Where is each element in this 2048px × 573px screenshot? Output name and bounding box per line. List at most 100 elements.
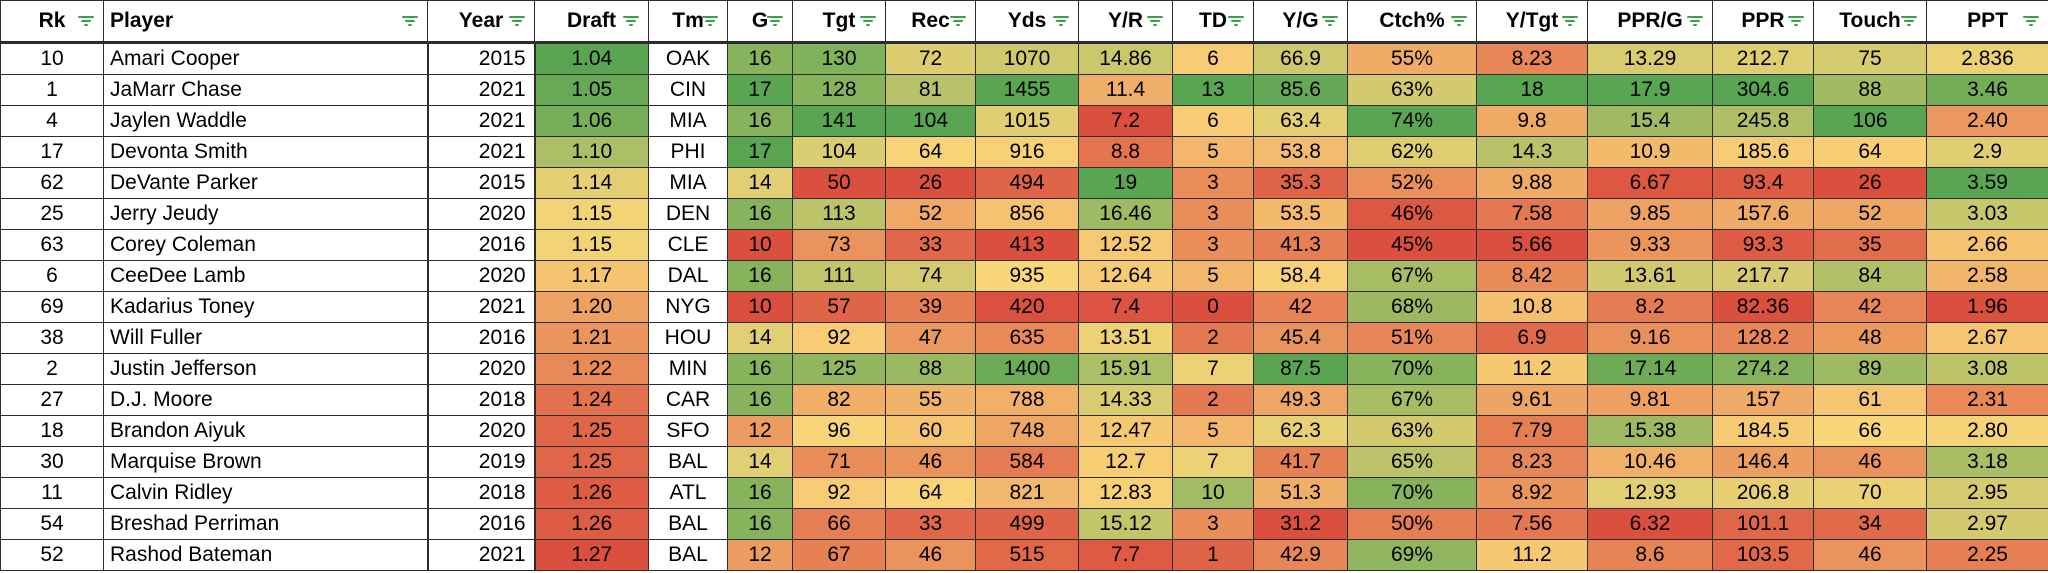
filter-icon[interactable] <box>949 14 967 28</box>
column-header-tm[interactable]: Tm <box>648 0 728 44</box>
cell-rk[interactable]: 52 <box>0 539 104 571</box>
cell-ppr[interactable]: 157.6 <box>1712 198 1814 230</box>
cell-g[interactable]: 16 <box>727 353 793 385</box>
cell-year[interactable]: 2019 <box>427 446 536 478</box>
cell-ppt[interactable]: 2.80 <box>1926 415 2048 447</box>
cell-yr[interactable]: 15.12 <box>1078 508 1173 540</box>
cell-g[interactable]: 10 <box>727 291 793 323</box>
cell-td[interactable]: 0 <box>1172 291 1254 323</box>
cell-ppr[interactable]: 185.6 <box>1712 136 1814 168</box>
cell-pprg[interactable]: 9.16 <box>1587 322 1713 354</box>
cell-ctch[interactable]: 63% <box>1347 74 1477 106</box>
cell-pprg[interactable]: 8.2 <box>1587 291 1713 323</box>
cell-rec[interactable]: 88 <box>885 353 976 385</box>
cell-ctch[interactable]: 70% <box>1347 353 1477 385</box>
cell-ytgt[interactable]: 14.3 <box>1476 136 1588 168</box>
cell-year[interactable]: 2016 <box>427 322 536 354</box>
table-row[interactable]: 18 Brandon Aiyuk 2020 1.25 SFO 12 96 60 748 12.47… <box>0 415 2048 447</box>
cell-td[interactable]: 6 <box>1172 105 1254 137</box>
cell-ppt[interactable]: 2.9 <box>1926 136 2048 168</box>
cell-yg[interactable]: 42 <box>1253 291 1348 323</box>
cell-pprg[interactable]: 17.9 <box>1587 74 1713 106</box>
cell-rk[interactable]: 38 <box>0 322 104 354</box>
table-row[interactable]: 11 Calvin Ridley 2018 1.26 ATL 16 92 64 821 12.83… <box>0 477 2048 509</box>
cell-player[interactable]: Justin Jefferson <box>103 353 429 385</box>
cell-draft[interactable]: 1.26 <box>534 477 649 509</box>
cell-ppt[interactable]: 2.95 <box>1926 477 2048 509</box>
cell-ppr[interactable]: 304.6 <box>1712 74 1814 106</box>
cell-yg[interactable]: 31.2 <box>1253 508 1348 540</box>
table-row[interactable]: 27 D.J. Moore 2018 1.24 CAR 16 82 55 788 14.33 2 49… <box>0 384 2048 416</box>
cell-pprg[interactable]: 10.46 <box>1587 446 1713 478</box>
cell-year[interactable]: 2021 <box>427 74 536 106</box>
column-header-touch[interactable]: Touch <box>1813 0 1927 44</box>
cell-player[interactable]: Corey Coleman <box>103 229 429 261</box>
cell-rec[interactable]: 81 <box>885 74 976 106</box>
cell-ctch[interactable]: 68% <box>1347 291 1477 323</box>
cell-ppt[interactable]: 3.18 <box>1926 446 2048 478</box>
cell-td[interactable]: 3 <box>1172 508 1254 540</box>
column-header-rec[interactable]: Rec <box>885 0 976 44</box>
cell-rk[interactable]: 18 <box>0 415 104 447</box>
cell-yg[interactable]: 42.9 <box>1253 539 1348 571</box>
cell-year[interactable]: 2016 <box>427 229 536 261</box>
table-row[interactable]: 17 Devonta Smith 2021 1.10 PHI 17 104 64 916 8.8 5… <box>0 136 2048 168</box>
cell-touch[interactable]: 46 <box>1813 446 1927 478</box>
cell-rk[interactable]: 2 <box>0 353 104 385</box>
cell-ytgt[interactable]: 8.23 <box>1476 41 1588 75</box>
cell-year[interactable]: 2020 <box>427 198 536 230</box>
cell-touch[interactable]: 61 <box>1813 384 1927 416</box>
cell-rec[interactable]: 55 <box>885 384 976 416</box>
cell-yds[interactable]: 1455 <box>975 74 1079 106</box>
cell-tgt[interactable]: 92 <box>792 322 886 354</box>
cell-draft[interactable]: 1.25 <box>534 415 649 447</box>
cell-tgt[interactable]: 73 <box>792 229 886 261</box>
cell-ppr[interactable]: 146.4 <box>1712 446 1814 478</box>
cell-yr[interactable]: 12.7 <box>1078 446 1173 478</box>
cell-td[interactable]: 5 <box>1172 136 1254 168</box>
cell-touch[interactable]: 48 <box>1813 322 1927 354</box>
cell-yg[interactable]: 58.4 <box>1253 260 1348 292</box>
cell-rec[interactable]: 26 <box>885 167 976 199</box>
cell-rk[interactable]: 17 <box>0 136 104 168</box>
cell-touch[interactable]: 75 <box>1813 41 1927 75</box>
cell-rk[interactable]: 11 <box>0 477 104 509</box>
filter-icon[interactable] <box>401 14 419 28</box>
cell-yds[interactable]: 1070 <box>975 41 1079 75</box>
cell-touch[interactable]: 26 <box>1813 167 1927 199</box>
cell-draft[interactable]: 1.17 <box>534 260 649 292</box>
cell-player[interactable]: Amari Cooper <box>103 41 429 75</box>
cell-yds[interactable]: 916 <box>975 136 1079 168</box>
column-header-yr[interactable]: Y/R <box>1078 0 1173 44</box>
cell-ctch[interactable]: 67% <box>1347 384 1477 416</box>
cell-ppt[interactable]: 2.66 <box>1926 229 2048 261</box>
cell-tm[interactable]: CLE <box>648 229 728 261</box>
cell-ctch[interactable]: 45% <box>1347 229 1477 261</box>
cell-ctch[interactable]: 74% <box>1347 105 1477 137</box>
cell-touch[interactable]: 70 <box>1813 477 1927 509</box>
cell-yg[interactable]: 45.4 <box>1253 322 1348 354</box>
cell-rk[interactable]: 54 <box>0 508 104 540</box>
cell-touch[interactable]: 89 <box>1813 353 1927 385</box>
cell-td[interactable]: 3 <box>1172 198 1254 230</box>
cell-ytgt[interactable]: 8.92 <box>1476 477 1588 509</box>
cell-ctch[interactable]: 63% <box>1347 415 1477 447</box>
cell-rec[interactable]: 33 <box>885 229 976 261</box>
cell-g[interactable]: 16 <box>727 477 793 509</box>
cell-g[interactable]: 16 <box>727 41 793 75</box>
cell-yg[interactable]: 35.3 <box>1253 167 1348 199</box>
cell-g[interactable]: 16 <box>727 105 793 137</box>
cell-yg[interactable]: 53.5 <box>1253 198 1348 230</box>
cell-draft[interactable]: 1.14 <box>534 167 649 199</box>
filter-icon[interactable] <box>1686 14 1704 28</box>
cell-draft[interactable]: 1.24 <box>534 384 649 416</box>
cell-touch[interactable]: 106 <box>1813 105 1927 137</box>
cell-ppr[interactable]: 206.8 <box>1712 477 1814 509</box>
table-row[interactable]: 54 Breshad Perriman 2016 1.26 BAL 16 66 33 499 15… <box>0 508 2048 540</box>
cell-rk[interactable]: 25 <box>0 198 104 230</box>
column-header-yds[interactable]: Yds <box>975 0 1079 44</box>
cell-td[interactable]: 2 <box>1172 384 1254 416</box>
cell-td[interactable]: 5 <box>1172 260 1254 292</box>
cell-yr[interactable]: 11.4 <box>1078 74 1173 106</box>
cell-ppt[interactable]: 3.08 <box>1926 353 2048 385</box>
